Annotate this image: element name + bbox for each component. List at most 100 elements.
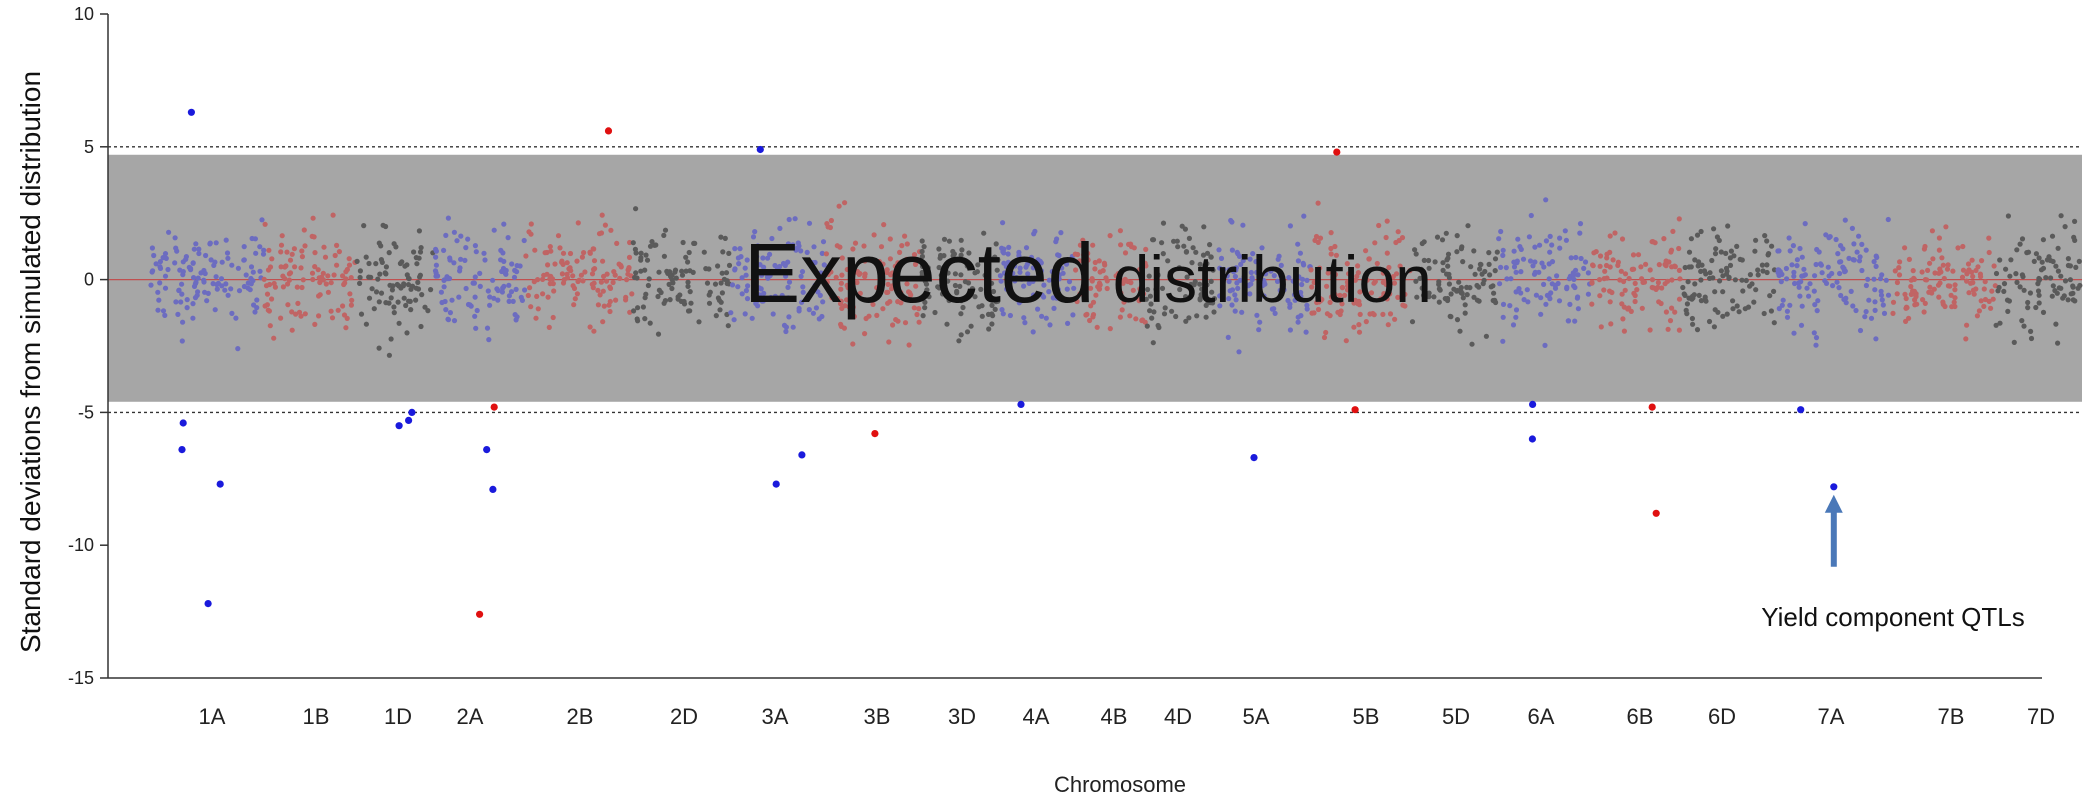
data-point-7A (1856, 233, 1862, 239)
data-point-6A (1575, 306, 1581, 312)
data-point-1B (342, 280, 348, 286)
data-point-1A (235, 346, 241, 352)
data-point-5D (1491, 290, 1497, 296)
data-point-5D (1448, 314, 1454, 320)
data-point-7B (1936, 247, 1942, 253)
data-point-6B (1676, 267, 1682, 273)
data-point-1B (316, 313, 322, 319)
data-point-7B (1936, 270, 1942, 276)
data-point-5B (1357, 311, 1363, 317)
data-point-3D (958, 252, 964, 258)
data-point-6A (1566, 276, 1572, 282)
data-point-5D (1443, 230, 1449, 236)
data-point-1D (428, 287, 434, 293)
data-point-7B (1892, 268, 1898, 274)
data-point-4B (1090, 299, 1097, 305)
data-point-2D (632, 246, 639, 252)
data-point-4A (1034, 266, 1040, 272)
data-point-1A (180, 319, 186, 325)
data-point-1A (260, 251, 267, 257)
data-point-6A (1541, 264, 1547, 270)
data-point-2A (465, 236, 471, 242)
data-point-2D (662, 227, 669, 233)
data-point-3A (745, 283, 751, 289)
data-point-7A (1798, 279, 1804, 285)
data-point-5D (1440, 260, 1446, 266)
x-tick-label-4B: 4B (1101, 704, 1128, 729)
data-point-7A (1838, 243, 1844, 249)
data-point-1B (265, 307, 271, 313)
data-point-3A (759, 298, 765, 304)
data-point-2A (506, 282, 512, 288)
data-point-1A (254, 305, 260, 311)
data-point-7D (2014, 247, 2020, 253)
data-point-2D (640, 304, 647, 310)
data-point-7A (1786, 235, 1792, 241)
data-point-5D (1462, 302, 1468, 308)
data-point-3B (870, 301, 876, 307)
data-point-2A (441, 247, 447, 253)
data-point-2B (574, 291, 581, 297)
data-point-7A (1779, 271, 1785, 277)
data-point-2B (627, 309, 633, 315)
data-point-6A (1571, 276, 1577, 282)
data-point-4D (1179, 223, 1185, 229)
data-point-7D (2037, 276, 2043, 282)
data-point-3B (842, 200, 848, 206)
data-point-2A (472, 274, 478, 280)
data-point-7B (1982, 279, 1988, 285)
data-point-1A (202, 270, 208, 277)
data-point-7A (1856, 258, 1863, 264)
data-point-1D (419, 292, 425, 298)
data-point-4A (1028, 256, 1034, 262)
data-point-6B (1639, 305, 1645, 311)
data-point-3D (958, 272, 964, 278)
data-point-1A (149, 269, 155, 275)
data-point-2B (557, 245, 563, 251)
data-point-1A (178, 299, 184, 305)
data-point-7A (1865, 276, 1871, 282)
data-point-6B (1625, 306, 1631, 312)
data-point-2D (724, 311, 730, 318)
annotation-arrow-head (1824, 494, 1843, 513)
data-point-4B (1130, 287, 1136, 293)
data-point-7D (2068, 291, 2074, 297)
data-point-2A (433, 246, 439, 252)
data-point-5B (1392, 316, 1398, 322)
data-point-7B (1919, 269, 1925, 275)
data-point-4B (1084, 255, 1090, 261)
data-point-6B (1668, 247, 1675, 253)
data-point-3A (739, 291, 745, 297)
data-point-2B (629, 291, 635, 297)
data-point-4D (1160, 220, 1167, 226)
data-point-6D (1740, 288, 1746, 294)
data-point-3D (972, 294, 978, 300)
data-point-7A (1792, 280, 1798, 287)
data-point-6D (1752, 248, 1758, 254)
data-point-2B (560, 250, 567, 256)
data-point-3D (989, 302, 995, 308)
data-point-7B (1974, 313, 1980, 319)
data-point-6B (1604, 255, 1610, 261)
data-point-4B (1127, 313, 1133, 319)
data-point-4D (1188, 281, 1194, 287)
data-point-2B (591, 328, 597, 334)
data-point-5A (1285, 297, 1291, 304)
data-point-5B (1378, 296, 1384, 302)
data-point-1D (368, 274, 374, 280)
data-point-6A (1573, 254, 1579, 261)
data-point-5A (1299, 276, 1306, 282)
data-point-4B (1097, 269, 1103, 275)
data-point-3A (785, 284, 791, 290)
data-point-2D (642, 295, 648, 301)
outlier-point-6B (1652, 509, 1660, 517)
data-point-7D (2050, 283, 2056, 289)
data-point-7A (1836, 285, 1842, 291)
data-point-1A (198, 270, 204, 276)
data-point-5D (1458, 285, 1464, 291)
data-point-6A (1577, 221, 1584, 227)
data-point-7D (2055, 340, 2061, 346)
data-point-2B (608, 227, 614, 233)
data-point-1A (211, 262, 217, 268)
data-point-6B (1643, 261, 1649, 267)
